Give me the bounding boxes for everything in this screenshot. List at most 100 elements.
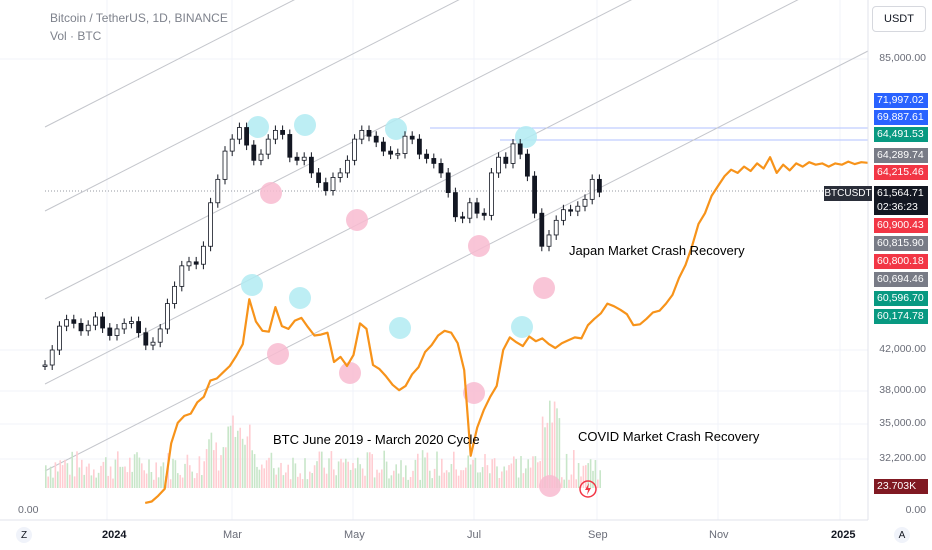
volume-bar xyxy=(455,469,457,488)
candle xyxy=(561,204,566,226)
volume-bar xyxy=(486,465,489,488)
volume-bar xyxy=(69,474,71,488)
volume-bar xyxy=(467,455,469,488)
volume-bar xyxy=(73,476,76,488)
candle xyxy=(431,153,437,169)
volume-bar xyxy=(232,415,234,488)
parallel-channel[interactable] xyxy=(44,0,869,472)
peak-marker xyxy=(511,316,533,338)
volume-bar xyxy=(503,466,505,488)
y-tick-label: 0.00 xyxy=(905,504,926,516)
volume-bar xyxy=(227,426,229,488)
volume-bar xyxy=(71,451,73,488)
volume-bar xyxy=(316,461,318,488)
volume-bar xyxy=(378,472,381,488)
price-tag: 69,887.61 xyxy=(874,110,928,125)
volume-bar xyxy=(57,471,59,488)
volume-bar xyxy=(450,464,453,488)
peak-marker xyxy=(289,287,311,309)
volume-bar xyxy=(112,478,114,488)
candle xyxy=(416,134,422,160)
volume-bar xyxy=(184,463,186,488)
volume-bar xyxy=(304,458,306,488)
candle xyxy=(366,125,372,142)
candle xyxy=(294,152,300,166)
candle xyxy=(589,174,595,205)
volume-bar xyxy=(61,465,64,488)
x-tick-label: Nov xyxy=(709,529,729,541)
lightning-icon[interactable] xyxy=(578,479,598,499)
axes xyxy=(0,0,869,521)
volume-bar xyxy=(318,451,321,488)
volume-bar xyxy=(95,477,97,488)
candle xyxy=(164,298,170,334)
candle xyxy=(208,197,214,252)
volume-bar xyxy=(508,465,510,488)
log-toggle-button[interactable]: Z xyxy=(16,527,32,543)
volume-bar xyxy=(270,452,273,488)
candle xyxy=(525,149,530,182)
volume-bar xyxy=(395,464,397,488)
candle xyxy=(121,318,127,334)
volume-bar xyxy=(114,459,117,488)
price-tag: 64,289.74 xyxy=(874,148,928,163)
candle xyxy=(244,122,250,151)
volume-bar xyxy=(397,473,400,488)
volume-bar xyxy=(565,453,568,488)
volume-bar xyxy=(412,470,414,488)
volume-bar xyxy=(90,475,93,488)
currency-button[interactable]: USDT xyxy=(872,6,926,32)
volume-bar xyxy=(527,459,529,488)
candle xyxy=(445,167,451,198)
candle xyxy=(107,323,113,341)
volume-bar xyxy=(325,473,328,488)
candle xyxy=(150,337,156,351)
volume-bar xyxy=(196,473,198,488)
volume-bar xyxy=(553,401,556,488)
volume-bar xyxy=(162,462,165,488)
volume-bar xyxy=(150,471,153,488)
volume-bar xyxy=(493,458,496,488)
volume-bar xyxy=(551,422,553,488)
volume-bar xyxy=(198,456,201,488)
volume-bar xyxy=(407,479,409,488)
candle xyxy=(496,152,502,178)
volume-bar xyxy=(157,477,160,488)
volume-bar xyxy=(453,451,455,488)
volume-bar xyxy=(76,451,78,488)
price-tag: 60,815.90 xyxy=(874,236,928,251)
volume-bar xyxy=(537,462,539,488)
candle xyxy=(337,167,343,183)
volume-bar xyxy=(501,471,503,488)
volume-bars xyxy=(45,400,601,488)
price-tag: 71,997.02 xyxy=(874,93,928,108)
volume-bar xyxy=(253,454,256,488)
x-tick-label: May xyxy=(344,529,365,541)
volume-bar xyxy=(208,439,210,488)
volume-bar xyxy=(491,459,493,488)
volume-bar xyxy=(594,460,597,488)
volume-bar xyxy=(179,474,181,488)
candle xyxy=(344,155,350,178)
volume-bar xyxy=(160,466,162,488)
volume-bar xyxy=(513,456,515,488)
volume-bar xyxy=(505,470,508,488)
volume-bar xyxy=(445,470,448,488)
volume-bar xyxy=(441,458,443,488)
volume-bar xyxy=(78,467,81,488)
volume-bar xyxy=(306,479,309,488)
volume-bar xyxy=(489,473,491,488)
volume-bar xyxy=(64,459,66,488)
volume-bar xyxy=(469,464,472,488)
volume-bar xyxy=(421,450,424,488)
volume-bar xyxy=(337,461,340,488)
volume-bar xyxy=(210,432,213,488)
candle xyxy=(93,312,98,331)
volume-bar xyxy=(193,478,196,488)
auto-scale-button[interactable]: A xyxy=(894,527,910,543)
volume-bar xyxy=(443,472,445,488)
volume-bar xyxy=(277,467,280,488)
volume-bar xyxy=(376,469,378,488)
volume-bar xyxy=(268,457,270,488)
